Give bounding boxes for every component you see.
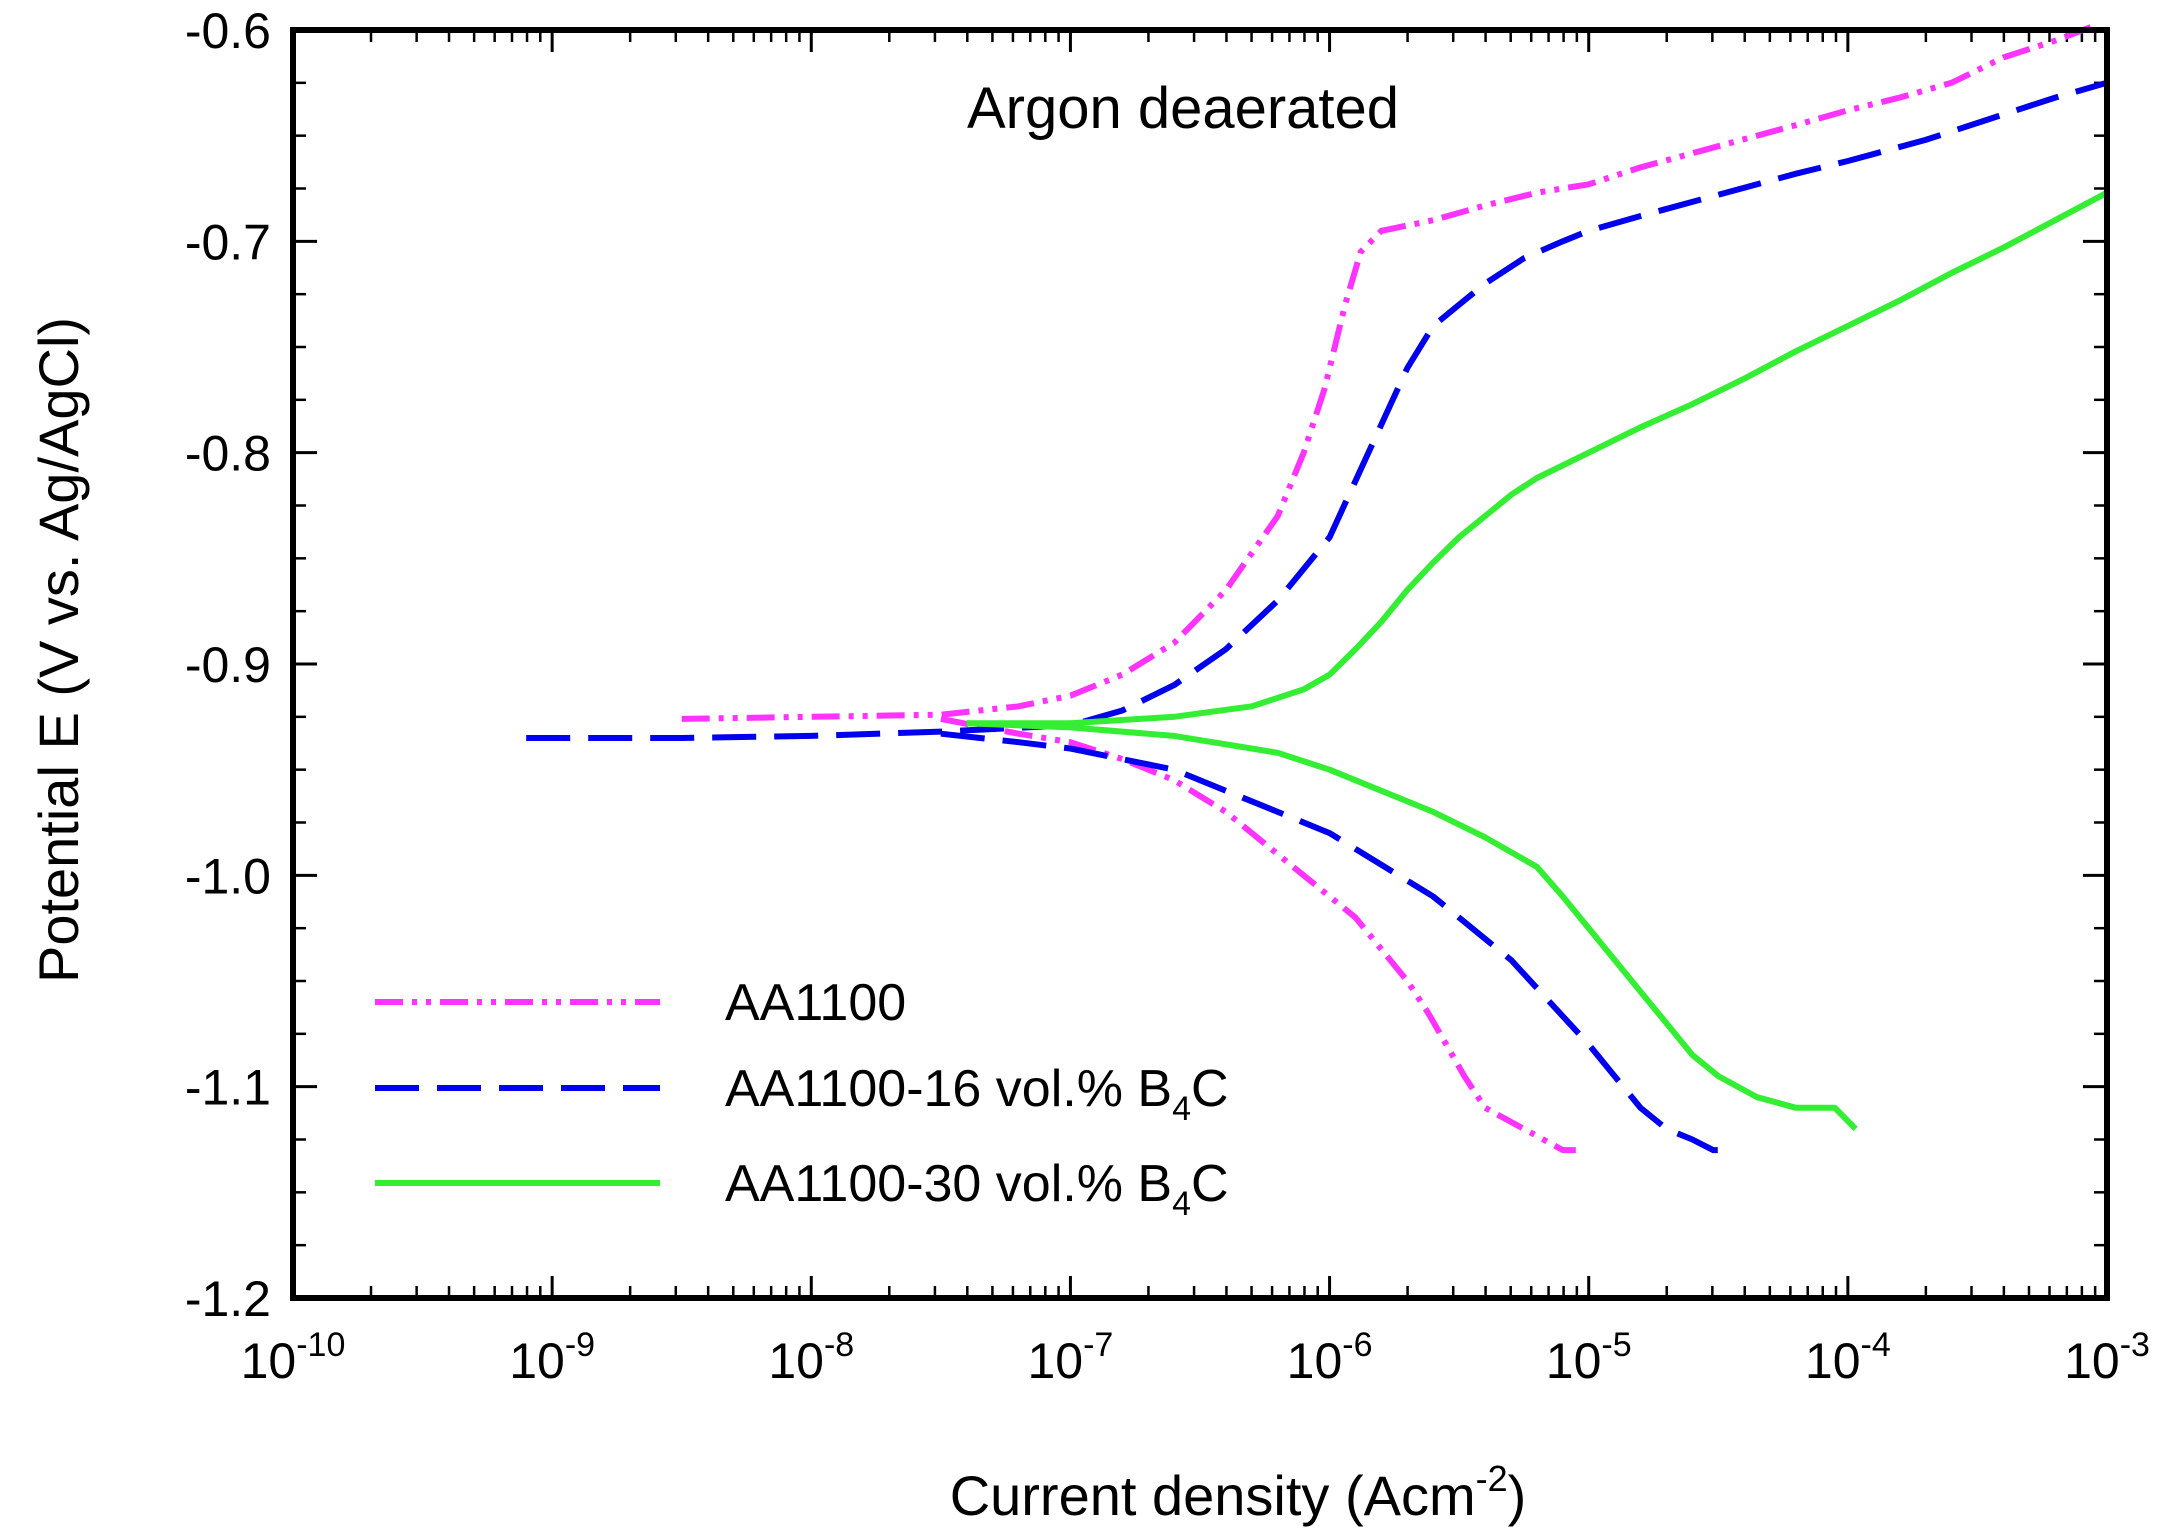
legend-label-subscript: 4 bbox=[1172, 1090, 1191, 1128]
x-tick-exponent: -5 bbox=[1601, 1326, 1631, 1364]
x-axis-title-suffix: ) bbox=[1508, 1464, 1527, 1527]
series-layer bbox=[526, 22, 2109, 1154]
x-tick-exponent: -3 bbox=[2120, 1326, 2150, 1364]
x-tick-label: 10-6 bbox=[1287, 1326, 1373, 1389]
x-axis-title-main: Current density (Acm bbox=[950, 1464, 1476, 1527]
legend-label-subscript: 4 bbox=[1172, 1185, 1191, 1223]
legend-label-main: AA1100 bbox=[725, 974, 906, 1032]
plot-frame bbox=[290, 27, 2110, 1301]
x-axis-title: Current density (Acm-2) bbox=[950, 1458, 1527, 1527]
legend-label-3: AA1100-30 vol.% B4C bbox=[725, 1155, 1229, 1223]
x-tick-exponent: -9 bbox=[565, 1326, 595, 1364]
series-3-cathodic-line bbox=[966, 720, 1858, 1132]
x-axis-title-exponent: -2 bbox=[1476, 1458, 1508, 1499]
x-tick-exponent: -7 bbox=[1083, 1326, 1113, 1364]
x-tick-exponent: -10 bbox=[296, 1326, 345, 1364]
x-tick-base: 10 bbox=[509, 1333, 565, 1389]
y-tick-label: -1.0 bbox=[185, 848, 271, 904]
legend-label-2: AA1100-16 vol.% B4C bbox=[725, 1060, 1229, 1128]
x-tick-label: 10-7 bbox=[1027, 1326, 1113, 1389]
x-tick-base: 10 bbox=[1287, 1333, 1343, 1389]
series-2-cathodic-line bbox=[940, 730, 1724, 1154]
y-tick-label: -0.8 bbox=[185, 426, 271, 482]
x-tick-exponent: -4 bbox=[1861, 1326, 1891, 1364]
x-tick-base: 10 bbox=[768, 1333, 824, 1389]
tick-labels: 10-10 10-9 10-8 10-7 10-6 10-5 10-4 10-3-0.6-0.… bbox=[185, 3, 2150, 1389]
x-tick-label: 10-5 bbox=[1546, 1326, 1632, 1389]
series-3-anodic-line bbox=[966, 190, 2109, 727]
x-tick-base: 10 bbox=[2064, 1333, 2120, 1389]
y-tick-label: -1.1 bbox=[185, 1060, 271, 1116]
x-tick-base: 10 bbox=[241, 1333, 297, 1389]
y-tick-label: -0.7 bbox=[185, 214, 271, 270]
legend-label-main: AA1100-30 vol.% B bbox=[725, 1155, 1172, 1213]
x-tick-label: 10-8 bbox=[768, 1326, 854, 1389]
legend-label-main: AA1100-16 vol.% B bbox=[725, 1060, 1172, 1118]
x-tick-label: 10-10 bbox=[241, 1326, 346, 1389]
legend-label-tail: C bbox=[1191, 1060, 1229, 1118]
x-tick-exponent: -6 bbox=[1342, 1326, 1372, 1364]
legend-label-1: AA1100 bbox=[725, 974, 906, 1032]
y-axis-title: Potential E (V vs. Ag/AgCl) bbox=[27, 317, 90, 983]
x-tick-label: 10-4 bbox=[1805, 1326, 1891, 1389]
x-tick-label: 10-9 bbox=[509, 1326, 595, 1389]
series-2-anodic-line bbox=[526, 79, 2108, 741]
y-tick-label: -0.9 bbox=[185, 637, 271, 693]
series-1-anodic-line bbox=[681, 22, 2096, 722]
y-tick-label: -1.2 bbox=[185, 1271, 271, 1327]
x-tick-base: 10 bbox=[1805, 1333, 1861, 1389]
x-tick-base: 10 bbox=[1027, 1333, 1083, 1389]
legend-label-tail: C bbox=[1191, 1155, 1229, 1213]
x-tick-label: 10-3 bbox=[2064, 1326, 2150, 1389]
y-tick-label: -0.6 bbox=[185, 3, 271, 59]
x-tick-exponent: -8 bbox=[824, 1326, 854, 1364]
x-tick-base: 10 bbox=[1546, 1333, 1602, 1389]
chart-title: Argon deaerated bbox=[967, 76, 1399, 141]
